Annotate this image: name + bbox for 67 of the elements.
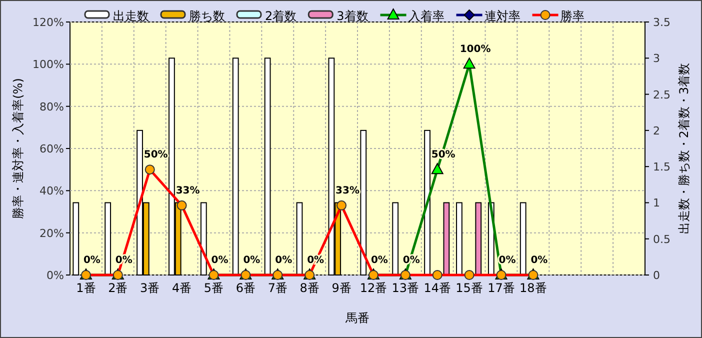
point	[176, 200, 187, 210]
y2-tick-label: 3.5	[653, 16, 670, 29]
x-tick-label: 13番	[392, 281, 420, 295]
x-tick-label: 6番	[236, 281, 256, 295]
y-tick-label: 40%	[40, 184, 64, 198]
x-tick-label: 18番	[520, 281, 547, 295]
x-axis-title: 馬番	[344, 311, 370, 325]
data-label: 100%	[460, 44, 491, 56]
point	[496, 270, 506, 280]
legend-label: 3着数	[336, 9, 368, 23]
point	[80, 270, 91, 280]
y2-tick-label: 2	[653, 124, 660, 138]
x-tick-label: 4番	[172, 281, 192, 295]
legend-label: 連対率	[484, 9, 520, 23]
data-label: 0%	[530, 255, 548, 266]
y2-tick-label: 0.5	[653, 232, 670, 246]
y-tick-label: 100%	[32, 58, 64, 72]
point	[431, 163, 444, 174]
point	[304, 270, 315, 280]
point	[336, 200, 347, 210]
legend-label: 2着数	[265, 9, 297, 23]
y2-tick-label: 2.5	[653, 88, 670, 102]
x-tick-label: 14番	[424, 281, 451, 295]
y-axis-title: 勝率・連対率・入着率(%)	[11, 78, 25, 219]
point	[528, 270, 538, 280]
legend-label: 勝率	[560, 9, 584, 23]
point	[368, 270, 378, 280]
point	[463, 58, 476, 69]
point	[464, 270, 474, 280]
x-tick-label: 7番	[268, 281, 288, 295]
x-tick-label: 2番	[108, 281, 128, 295]
legend-label: 勝ち数	[189, 9, 225, 23]
y-tick-label: 120%	[32, 16, 64, 29]
x-tick-label: 12番	[360, 281, 388, 295]
point	[240, 270, 251, 280]
y2-tick-label: 1	[653, 196, 660, 210]
x-tick-label: 1番	[76, 281, 96, 295]
y-tick-label: 60%	[40, 142, 64, 156]
y2-tick-label: 0	[653, 269, 660, 282]
x-tick-label: 15番	[456, 281, 483, 295]
data-label: 0%	[370, 255, 388, 266]
x-tick-label: 5番	[204, 281, 224, 295]
point	[112, 270, 123, 280]
x-tick-label: 17番	[488, 281, 515, 295]
data-label: 33%	[336, 185, 360, 196]
data-label: 0%	[211, 255, 228, 266]
y-tick-label: 20%	[40, 226, 64, 240]
y2-axis-title: 出走数・勝ち数・2着数・3着数	[677, 62, 691, 234]
legend-label: 入着率	[408, 9, 444, 23]
point	[400, 270, 410, 280]
data-label: 0%	[275, 255, 292, 266]
point	[272, 270, 283, 280]
point	[432, 270, 442, 280]
y-tick-label: 0%	[46, 269, 64, 282]
point	[144, 164, 155, 175]
point	[208, 270, 219, 280]
data-label: 0%	[83, 255, 100, 266]
y-tick-label: 80%	[40, 100, 64, 114]
x-tick-label: 9番	[332, 281, 352, 295]
data-label: 50%	[144, 150, 168, 161]
y2-tick-label: 3	[653, 52, 660, 66]
legend-label: 出走数	[113, 9, 149, 23]
y2-tick-label: 1.5	[653, 160, 670, 174]
data-label: 33%	[176, 185, 200, 196]
x-tick-label: 3番	[140, 281, 160, 295]
x-tick-label: 8番	[300, 281, 320, 295]
data-label: 0%	[243, 255, 260, 266]
